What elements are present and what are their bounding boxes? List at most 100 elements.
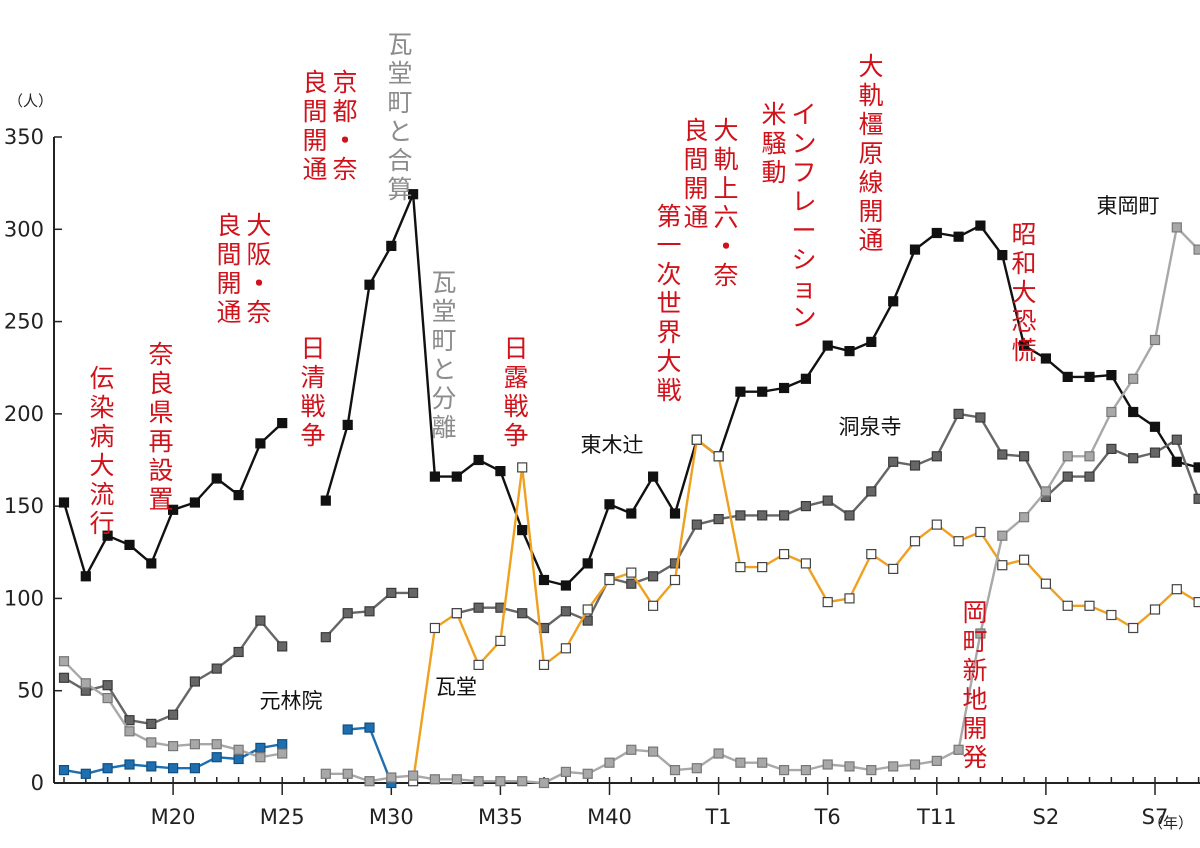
axes: 0 50 100 150 200 250 300 350 （人） M20 M25 M30 M35 M40 T…: [4, 92, 1200, 832]
annotation-char: 開: [858, 197, 883, 226]
annotation-char: 恐: [1011, 307, 1036, 336]
data-point: [866, 336, 877, 347]
data-point: [211, 663, 222, 674]
data-point: [255, 752, 266, 763]
data-point: [844, 761, 855, 772]
data-point: [647, 471, 659, 482]
annotation-char: 戦: [656, 376, 681, 405]
data-point: [189, 676, 200, 687]
series-label-2: 洞泉寺: [839, 415, 902, 439]
annotation-char: イ: [791, 100, 816, 129]
data-point: [429, 774, 440, 785]
data-point: [975, 628, 986, 639]
data-point: [822, 759, 833, 770]
annotation-char: 開: [302, 126, 327, 155]
data-point: [58, 497, 70, 508]
data-point: [582, 615, 593, 626]
data-point: [1084, 600, 1095, 611]
annotation-char: 町: [962, 627, 987, 656]
data-point: [560, 606, 572, 617]
data-point: [1128, 406, 1139, 418]
data-point: [473, 454, 484, 466]
series-4: [58, 722, 397, 789]
data-point: [888, 296, 899, 307]
data-point: [931, 227, 942, 239]
annotation-char: 間: [683, 145, 708, 174]
data-point: [909, 244, 921, 255]
annotation-char: 置: [148, 485, 173, 514]
annotation-char: 京: [332, 68, 357, 97]
x-tick-label: M30: [369, 805, 414, 829]
annotation-char: 合: [387, 146, 412, 175]
data-point: [538, 659, 550, 671]
annotation-char: 流: [89, 480, 114, 509]
data-point: [757, 510, 768, 521]
data-point: [800, 558, 812, 569]
data-point: [560, 766, 572, 778]
y-axis-unit-label: （人）: [8, 92, 53, 110]
annotation-char: 奈: [148, 340, 173, 369]
data-point: [604, 499, 615, 510]
annotation-char: 町: [387, 88, 412, 117]
data-point: [822, 495, 833, 506]
data-point: [866, 764, 877, 776]
data-point: [778, 548, 790, 560]
data-point: [80, 571, 91, 582]
y-tick-label: 350: [4, 125, 44, 149]
data-point: [429, 471, 440, 482]
data-point: [735, 386, 746, 397]
data-point: [888, 456, 899, 467]
data-point: [517, 608, 528, 619]
annotation-char: 分: [431, 384, 456, 413]
data-point: [626, 578, 637, 589]
x-tick-label: S2: [1033, 805, 1060, 829]
data-point: [778, 382, 790, 394]
annotation-char: 開: [962, 714, 987, 743]
annotation-char: 通: [302, 155, 327, 184]
annotation-char: ン: [791, 303, 816, 332]
annotation-char: 奈: [332, 155, 357, 184]
data-point: [735, 510, 746, 521]
data-point: [277, 739, 288, 750]
x-tick-label: M20: [151, 805, 196, 829]
data-point: [1106, 370, 1117, 381]
data-point: [538, 777, 550, 789]
data-point: [582, 604, 593, 615]
data-point: [647, 571, 659, 582]
annotation-char: 間: [216, 240, 241, 269]
data-point: [735, 561, 746, 573]
data-point: [1062, 371, 1073, 382]
annotation-char: 一: [656, 231, 681, 260]
y-tick-label: 200: [4, 402, 44, 426]
data-point: [822, 340, 833, 351]
series-3: [408, 434, 1200, 787]
data-point: [669, 574, 681, 586]
x-tick-label: M35: [478, 805, 523, 829]
data-point: [1062, 471, 1073, 482]
series-label-4: 元林院: [260, 689, 323, 713]
annotation-char: 米: [761, 100, 786, 129]
data-point: [277, 418, 288, 429]
data-point: [1193, 596, 1200, 608]
annotation-char: 世: [656, 289, 681, 318]
annotation-char: 騒: [761, 129, 786, 158]
annotation-char: 戦: [300, 392, 325, 421]
data-point: [1149, 334, 1161, 346]
data-point: [1084, 451, 1095, 462]
data-point: [189, 739, 200, 750]
data-point: [146, 737, 157, 748]
data-point: [189, 763, 200, 774]
x-tick-label: S7: [1142, 805, 1169, 829]
data-point: [517, 776, 528, 787]
data-point: [582, 768, 593, 779]
annotation-char: 原: [858, 139, 883, 168]
annotation-char: 堂: [431, 297, 456, 326]
data-point: [58, 656, 70, 667]
